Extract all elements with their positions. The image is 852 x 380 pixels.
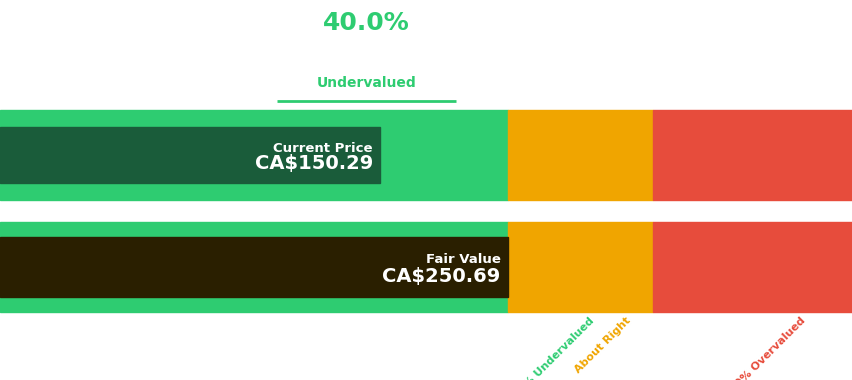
Bar <box>652 222 852 312</box>
Text: 20% Undervalued: 20% Undervalued <box>511 315 596 380</box>
Bar <box>0 127 379 182</box>
Bar <box>507 222 652 312</box>
Bar <box>0 222 507 312</box>
Text: About Right: About Right <box>572 315 631 375</box>
Text: CA$150.29: CA$150.29 <box>254 154 372 173</box>
Text: 40.0%: 40.0% <box>323 11 410 35</box>
Text: Current Price: Current Price <box>273 142 372 155</box>
Text: CA$250.69: CA$250.69 <box>382 266 500 285</box>
Text: 20% Overvalued: 20% Overvalued <box>728 315 807 380</box>
Text: Undervalued: Undervalued <box>317 76 416 90</box>
Bar <box>0 110 507 200</box>
Bar <box>0 237 507 297</box>
Bar <box>652 110 852 200</box>
Text: Fair Value: Fair Value <box>425 253 500 266</box>
Bar <box>507 110 652 200</box>
